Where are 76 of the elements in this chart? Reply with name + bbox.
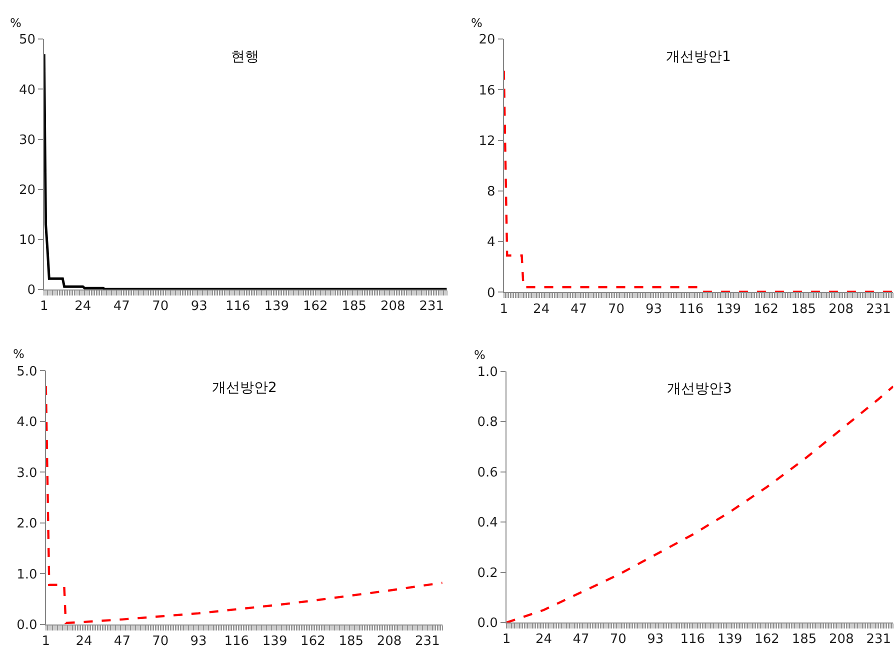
x-tick-label: 231 — [866, 632, 892, 648]
x-tick-label: 70 — [610, 632, 626, 648]
x-tick-label: 162 — [754, 632, 780, 648]
text: 개선방안3 — [667, 381, 732, 397]
x-tick-label: 116 — [680, 632, 706, 648]
y-tick-label: 1.0 — [16, 567, 38, 582]
x-tick-label: 162 — [754, 302, 779, 317]
y-tick-label: 5.0 — [16, 364, 38, 380]
x-tick-label: 139 — [264, 299, 290, 314]
x-tick-label: 116 — [225, 299, 250, 314]
x-tick-label: 24 — [76, 634, 92, 650]
x-tick-label: 185 — [338, 634, 364, 650]
x-tick-label: 47 — [113, 299, 130, 314]
y-tick-label: 4.0 — [16, 415, 38, 430]
text: 개선방안2 — [212, 380, 277, 396]
x-tick-label: 185 — [791, 302, 816, 317]
x-tick-label: 139 — [717, 632, 742, 648]
text: 개선방안1 — [666, 49, 731, 65]
y-tick-label: 8 — [486, 184, 496, 200]
y-tick-label: 0.8 — [477, 415, 498, 430]
x-tick-label: 231 — [419, 299, 444, 314]
x-tick-label: 47 — [572, 632, 590, 648]
x-tick-label: 208 — [829, 632, 854, 648]
y-axis-title: % — [10, 16, 22, 30]
y-tick-label: 40 — [18, 82, 36, 98]
x-tick-label: 1 — [502, 632, 511, 648]
y-tick-label: 0.2 — [477, 566, 498, 581]
y-tick-label: 12 — [478, 134, 496, 149]
x-tick-label: 24 — [535, 632, 552, 648]
x-tick-label: 139 — [716, 302, 742, 317]
x-tick-label: 1 — [42, 634, 50, 650]
y-tick-label: 10 — [18, 233, 36, 248]
y-tick-label: 16 — [478, 83, 496, 98]
y-axis-title: % — [471, 16, 482, 30]
y-tick-label: 3.0 — [16, 466, 38, 481]
x-tick-label: 139 — [262, 634, 288, 650]
x-tick-label: 116 — [224, 634, 250, 650]
y-tick-label: 0.0 — [477, 616, 498, 632]
y-tick-label: 20 — [478, 32, 496, 48]
y-tick-label: 0.4 — [477, 516, 498, 531]
x-tick-label: 1 — [500, 302, 508, 317]
y-tick-label: 1.0 — [477, 364, 498, 380]
x-tick-label: 47 — [570, 302, 588, 317]
x-tick-label: 185 — [792, 632, 817, 648]
x-tick-label: 208 — [380, 299, 406, 314]
y-tick-label: 0 — [486, 286, 496, 301]
y-tick-label: 2.0 — [16, 516, 38, 532]
text: 현행 — [231, 49, 259, 65]
x-tick-label: 231 — [866, 302, 891, 317]
y-tick-label: 0.6 — [477, 465, 498, 480]
y-tick-label: 20 — [18, 182, 36, 198]
x-tick-label: 93 — [190, 299, 208, 314]
x-tick-label: 93 — [645, 302, 662, 317]
y-tick-label: 50 — [18, 32, 36, 48]
y-axis-title: % — [13, 347, 24, 361]
y-tick-label: 30 — [18, 132, 36, 148]
x-tick-label: 70 — [152, 299, 169, 314]
x-tick-label: 24 — [533, 302, 550, 317]
x-tick-label: 208 — [376, 634, 402, 650]
y-tick-label: 0.0 — [16, 618, 38, 634]
y-tick-label: 4 — [486, 235, 496, 250]
x-tick-label: 231 — [415, 634, 440, 650]
x-tick-label: 208 — [828, 302, 854, 317]
y-tick-label: 0 — [27, 283, 36, 298]
x-tick-label: 70 — [152, 634, 169, 650]
x-tick-label: 93 — [647, 632, 664, 648]
x-tick-label: 185 — [342, 299, 367, 314]
x-tick-label: 47 — [114, 634, 130, 650]
x-tick-label: 93 — [190, 634, 207, 650]
x-tick-label: 116 — [678, 302, 704, 317]
x-tick-label: 24 — [74, 299, 92, 314]
x-tick-label: 162 — [300, 634, 326, 650]
x-tick-label: 162 — [302, 299, 328, 314]
y-axis-title: % — [474, 348, 486, 362]
x-tick-label: 1 — [40, 299, 48, 314]
x-tick-label: 70 — [608, 302, 625, 317]
